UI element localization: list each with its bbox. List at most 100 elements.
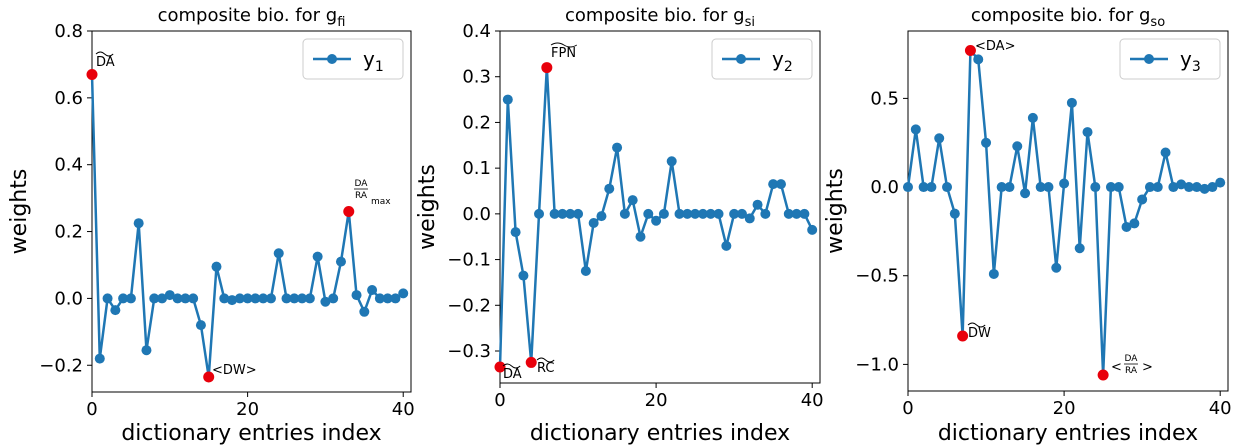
data-point (918, 182, 929, 193)
highlight-point (86, 68, 98, 80)
data-point (398, 288, 409, 299)
data-point (335, 256, 346, 267)
legend-label: y1 (363, 47, 384, 75)
data-point (312, 251, 323, 262)
data-point (705, 208, 716, 219)
x-tick-label: 0 (494, 390, 505, 411)
chart-title-sub: si (745, 15, 755, 30)
data-point (658, 208, 669, 219)
legend-marker (327, 54, 337, 64)
y-tick-label: −0.2 (39, 355, 83, 376)
data-point (1105, 182, 1116, 193)
data-point (133, 218, 144, 229)
data-point (351, 290, 362, 301)
data-point (612, 142, 623, 153)
chart-title: composite bio. for gfi (158, 5, 346, 30)
annotation-gt: > (1142, 360, 1153, 375)
data-point (973, 54, 984, 65)
y-tick-label: −0.5 (855, 266, 899, 287)
data-point (367, 285, 378, 296)
data-point (942, 182, 953, 193)
data-point (1176, 179, 1187, 190)
y-tick-label: 0.2 (54, 222, 83, 243)
chart-title-main: composite bio. for g (158, 5, 338, 26)
data-point (382, 293, 393, 304)
data-point (996, 182, 1007, 193)
data-point (682, 208, 693, 219)
data-point (934, 133, 945, 144)
data-point (141, 345, 152, 356)
data-point (1191, 182, 1202, 193)
data-point (651, 215, 662, 226)
y-tick-label: 0.3 (462, 67, 491, 88)
chart-panel-2: composite bio. for gsi 0 20 40 −0.3 −0.2 −0.1 0… (415, 5, 824, 446)
legend-box (1119, 38, 1221, 80)
data-point (125, 293, 136, 304)
data-point (1144, 182, 1155, 193)
highlight-point (957, 330, 969, 342)
annotation-dw-3: DW (968, 326, 991, 341)
legend-marker (1144, 54, 1154, 64)
chart-title: composite bio. for gso (971, 5, 1165, 30)
data-point (721, 240, 732, 251)
data-point (328, 293, 339, 304)
data-point (910, 124, 921, 135)
data-point (775, 179, 786, 190)
chart-panel-1: composite bio. for gfi 0 20 40 −0.2 0.0 0.2 0.4… (7, 5, 415, 446)
data-point (1012, 141, 1023, 152)
highlight-point (494, 361, 506, 373)
y-tick-label: −0.1 (447, 250, 491, 271)
x-tick-label: 20 (645, 390, 668, 411)
data-point (157, 293, 168, 304)
data-point (258, 293, 269, 304)
data-point (1027, 112, 1038, 123)
y-tick-label: 0.1 (462, 158, 491, 179)
highlight-point (964, 45, 976, 57)
highlight-point (343, 206, 355, 217)
x-tick-label: 40 (1209, 398, 1232, 419)
data-point (807, 224, 818, 235)
data-point (1215, 177, 1226, 188)
data-point (227, 295, 238, 306)
tilde-mark (967, 322, 986, 328)
data-point (729, 208, 740, 219)
plot-frame (91, 30, 412, 393)
data-point (713, 208, 724, 219)
tilde-mark (550, 42, 578, 48)
chart-title-main: composite bio. for g (565, 5, 745, 26)
data-point (1082, 127, 1093, 138)
data-point (697, 208, 708, 219)
data-point (619, 208, 630, 219)
annotation-max: max (371, 197, 391, 207)
frac-denominator: RA (355, 191, 368, 201)
x-axis-label: dictionary entries index (530, 421, 790, 446)
data-point (359, 306, 370, 317)
y-tick-label: 0.6 (54, 88, 83, 109)
data-point (549, 208, 560, 219)
data-point (510, 227, 521, 238)
data-point (736, 208, 747, 219)
chart-panel-3: composite bio. for gso 0 20 40 −1.0 −0.5 0.0 0.… (823, 5, 1232, 446)
chart-title: composite bio. for gsi (565, 5, 755, 30)
data-point (926, 182, 937, 193)
legend-label: y2 (772, 47, 793, 75)
annotation-lt: < (1111, 360, 1122, 375)
highlight-point (525, 356, 537, 368)
data-point (188, 293, 199, 304)
data-point (981, 137, 992, 148)
annotation-frac-3: DA RA (1124, 354, 1138, 376)
annotation-da: DA (96, 55, 115, 70)
data-point (791, 208, 802, 219)
plot-frame (907, 30, 1229, 392)
data-point (195, 320, 206, 331)
y-tick-label: 0.4 (54, 155, 83, 176)
data-point (118, 293, 129, 304)
y-axis-label: weights (7, 169, 32, 255)
data-point (1051, 262, 1062, 273)
highlight-point (203, 371, 215, 383)
data-point (1035, 182, 1046, 193)
data-point (1113, 182, 1124, 193)
data-point (752, 199, 763, 210)
data-point (627, 195, 638, 206)
data-point (557, 208, 568, 219)
